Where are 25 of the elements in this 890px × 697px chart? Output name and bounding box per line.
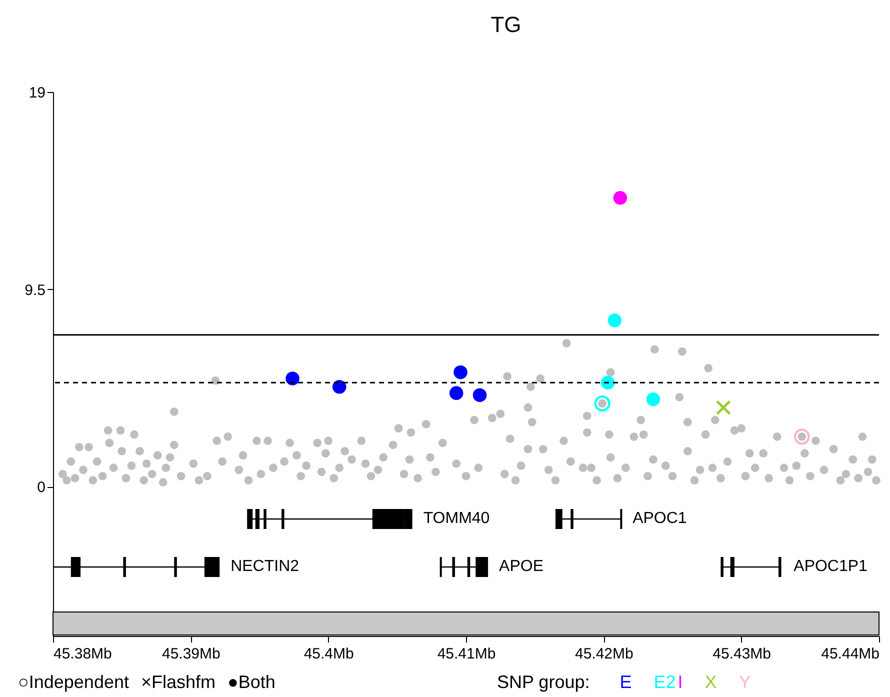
x-tick-label: 45.38Mb — [54, 646, 112, 662]
text: Y — [738, 672, 751, 693]
chart-title: TG — [490, 12, 522, 37]
text: ○Independent — [18, 672, 129, 693]
text: I — [678, 672, 683, 693]
annotation: NECTIN2 — [230, 558, 300, 576]
legend-title: SNP group: — [497, 672, 590, 693]
x-tick-label: 45.4Mb — [304, 646, 354, 662]
text: X — [704, 672, 717, 693]
x-tick-label: 45.42Mb — [574, 646, 634, 662]
x-tick-label: 45.43Mb — [712, 646, 772, 662]
y-tick-label: 0 — [37, 479, 46, 496]
x-tick-label: 45.41Mb — [437, 646, 496, 662]
annotation: TOMM40 — [423, 510, 490, 528]
x-tick-label: 45.39Mb — [162, 646, 220, 662]
x-tick-label: 45.44Mb — [821, 646, 880, 662]
text: ×Flashfm — [140, 672, 216, 693]
text: ●Both — [228, 672, 276, 693]
annotation: APOC1P1 — [794, 558, 868, 576]
text: E2 — [654, 672, 676, 693]
y-tick-label: 9.5 — [24, 282, 46, 299]
y-tick-label: 19 — [28, 84, 46, 102]
annotation: APOC1 — [632, 510, 687, 528]
annotation: APOE — [499, 558, 544, 576]
text: E — [620, 672, 632, 693]
